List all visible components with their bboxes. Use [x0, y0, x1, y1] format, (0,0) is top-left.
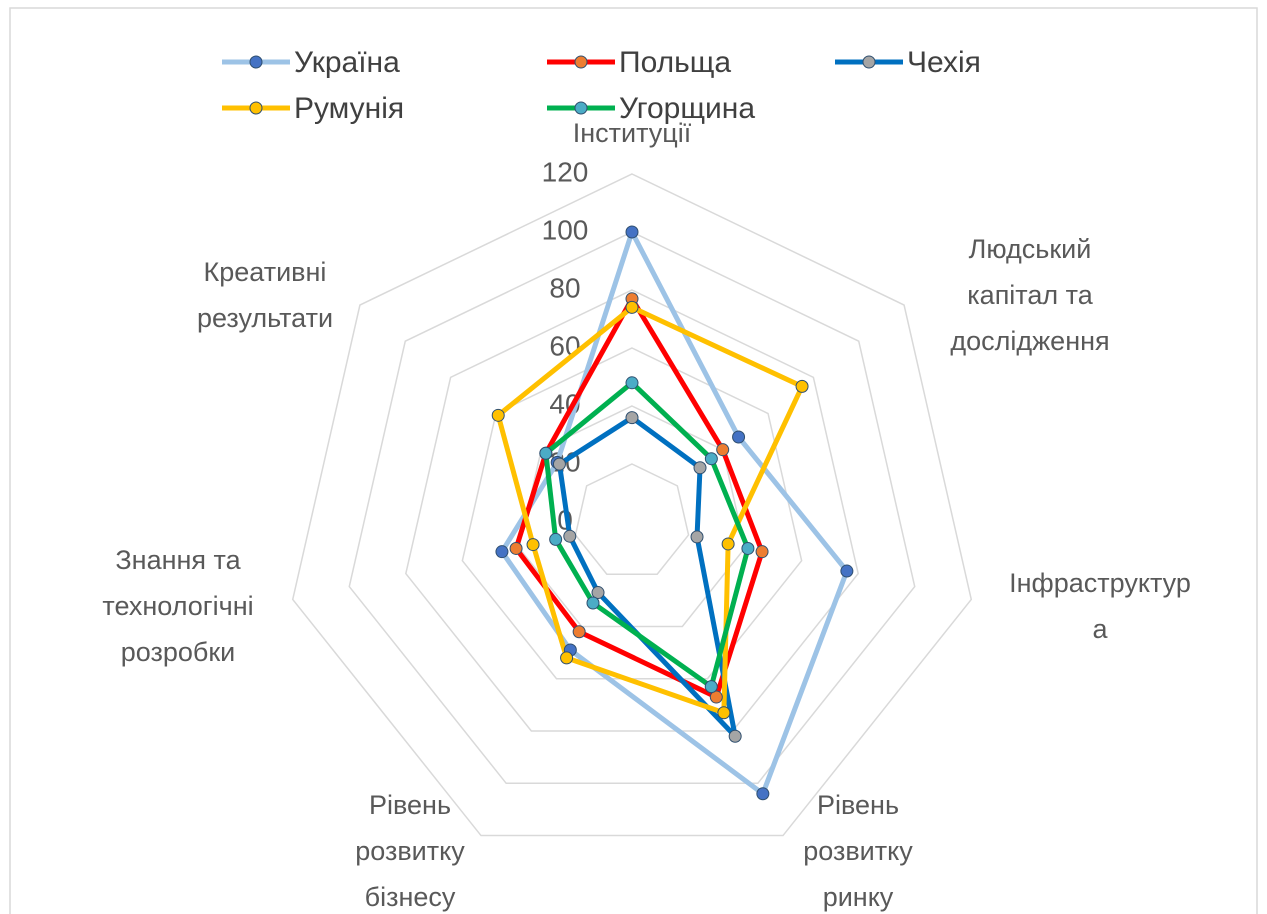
category-label: розвитку — [355, 836, 465, 866]
data-point — [495, 545, 509, 559]
data-point — [693, 461, 707, 475]
data-point — [741, 541, 755, 555]
data-point — [755, 545, 769, 559]
category-label: результати — [197, 303, 333, 333]
grid-ring — [291, 173, 973, 837]
legend-marker — [574, 55, 588, 69]
category-label: розвитку — [803, 836, 913, 866]
data-point — [625, 376, 639, 390]
data-point — [795, 379, 809, 393]
category-label: Інституції — [573, 118, 692, 148]
category-label: дослідження — [950, 326, 1109, 356]
legend-label: Румунія — [294, 92, 404, 125]
grid-ring — [574, 463, 690, 576]
data-point — [625, 225, 639, 239]
legend-marker — [574, 101, 588, 115]
category-label: а — [1092, 614, 1108, 644]
data-point — [840, 564, 854, 578]
data-point — [721, 537, 735, 551]
tick-label: 80 — [549, 272, 580, 303]
data-point — [563, 529, 577, 543]
legend-label: Польща — [619, 46, 731, 79]
series-line — [495, 304, 805, 716]
data-point — [552, 457, 566, 471]
category-label: Інфраструктур — [1009, 568, 1191, 598]
data-point — [732, 430, 746, 444]
data-point — [625, 300, 639, 314]
data-point — [756, 787, 770, 801]
data-point — [586, 596, 600, 610]
legend-marker — [249, 55, 263, 69]
data-point — [717, 706, 731, 720]
data-point — [716, 443, 730, 457]
data-point — [539, 446, 553, 460]
category-label: Рівень — [369, 790, 451, 820]
legend-label: Угорщина — [619, 92, 755, 125]
data-point — [572, 625, 586, 639]
category-label: технологічні — [102, 591, 253, 621]
category-label: капітал та — [967, 280, 1093, 310]
category-label: Людський — [969, 234, 1092, 264]
data-point — [491, 408, 505, 422]
tick-label: 60 — [549, 330, 580, 361]
series-line — [513, 296, 765, 700]
category-label: Знання та — [115, 545, 241, 575]
tick-label: 100 — [542, 214, 589, 245]
grid-ring — [405, 289, 859, 732]
category-label: бізнесу — [365, 882, 456, 912]
data-point — [728, 729, 742, 743]
data-point — [560, 651, 574, 665]
category-label: ринку — [823, 882, 894, 912]
legend-label: Чехія — [907, 46, 981, 79]
chart-border — [9, 7, 1258, 914]
legend-marker — [862, 55, 876, 69]
data-point — [509, 541, 523, 555]
category-label: Рівень — [817, 790, 899, 820]
data-point — [526, 538, 540, 552]
series-line — [543, 380, 751, 690]
tick-label: 120 — [542, 156, 589, 187]
category-label: Креативні — [204, 257, 327, 287]
grid-ring — [348, 231, 916, 785]
data-point — [704, 680, 718, 694]
data-point — [709, 690, 723, 704]
category-label: розробки — [121, 637, 236, 667]
data-point — [549, 532, 563, 546]
data-point — [690, 530, 704, 544]
data-point — [625, 411, 639, 425]
data-point — [591, 586, 605, 600]
legend-marker — [249, 101, 263, 115]
data-point — [704, 452, 718, 466]
legend-label: Україна — [294, 46, 400, 79]
series-line — [556, 415, 738, 739]
